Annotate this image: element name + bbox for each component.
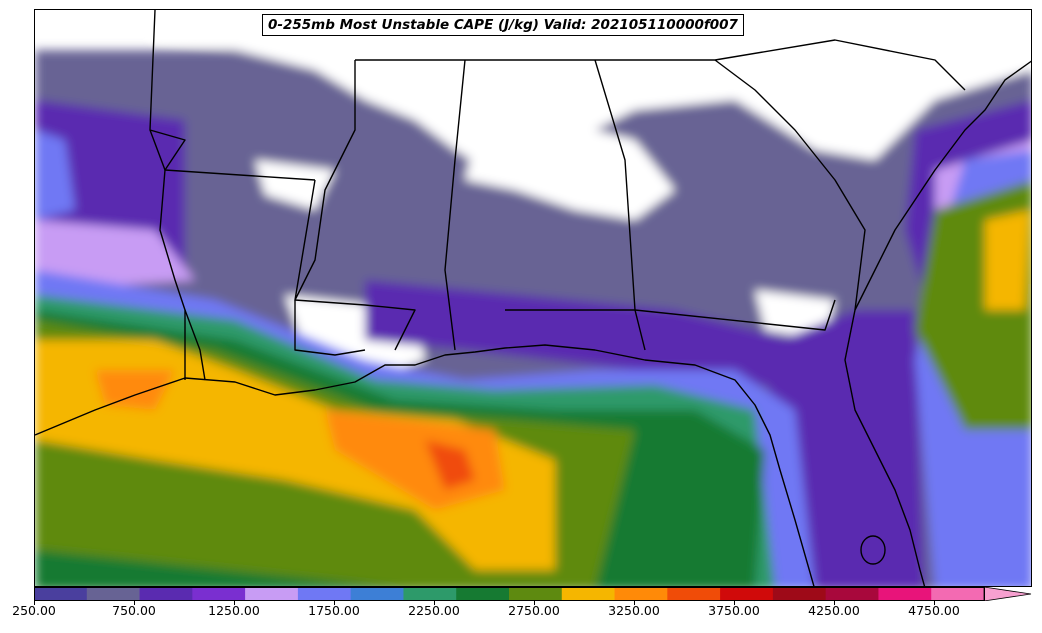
colorbar-cell (720, 587, 774, 601)
state-border-west (149, 10, 186, 380)
colorbar-tick-label: 1750.00 (308, 603, 360, 618)
cape-band-3000 (35, 340, 555, 570)
no-data-north (155, 10, 1031, 180)
cape-fill-layer (35, 10, 1031, 586)
colorbar-tick-label: 3750.00 (708, 603, 760, 618)
state-border-fl-north (505, 299, 836, 331)
colorbar-outline (34, 587, 985, 601)
map-panel (34, 9, 1032, 587)
colorbar-tick-label: 750.00 (112, 603, 156, 618)
colorbar-cell (139, 587, 193, 601)
colorbar-cell (245, 587, 299, 601)
state-border-louisiana (294, 300, 366, 356)
no-data-alabama (465, 120, 675, 220)
colorbar-cell (825, 587, 879, 601)
state-border-mississippi-river (294, 179, 416, 351)
cape-band-3000-atlantic (985, 210, 1030, 310)
colorbar-tick-mark (934, 601, 935, 605)
colorbar-tick-mark (734, 601, 735, 605)
colorbar-tick-label: 250.00 (12, 603, 56, 618)
colorbar-tick-mark (134, 601, 135, 605)
colorbar-cell (403, 587, 457, 601)
state-border-al (444, 59, 466, 351)
state-border-tn-north (355, 39, 966, 91)
colorbar-tick-mark (634, 601, 635, 605)
colorbar-tick-mark (834, 601, 835, 605)
colorbar-cell (34, 587, 88, 601)
lake-okeechobee (860, 535, 886, 565)
cape-band-3250-texas (95, 370, 175, 410)
state-border-tx-la (184, 309, 206, 381)
state-border-ok-ar (149, 129, 316, 181)
no-data-arkansas (255, 160, 335, 210)
colorbar-tick-label: 3250.00 (608, 603, 660, 618)
state-border-ga (594, 59, 646, 351)
borders-layer (35, 10, 1031, 586)
gulf-coastline (35, 344, 815, 586)
cape-band-1000-coast (365, 280, 795, 390)
colorbar-cell (667, 587, 721, 601)
colorbar-cell (561, 587, 616, 601)
colorbar-extend-arrow (983, 587, 1032, 601)
colorbar-cells (34, 587, 985, 601)
state-border-ms-al (294, 60, 356, 301)
colorbar-cell (931, 587, 985, 601)
colorbar-cell (878, 587, 932, 601)
state-border-ga-sc (714, 59, 866, 311)
cape-band-1250-west (35, 220, 195, 290)
colorbar-tick-mark (534, 601, 535, 605)
colorbar-tick-label: 2750.00 (508, 603, 560, 618)
cape-map (35, 10, 1031, 586)
colorbar-tick-label: 4250.00 (808, 603, 860, 618)
colorbar-cell (297, 587, 352, 601)
atlantic-coastline (844, 60, 1031, 586)
cape-band-3500 (425, 440, 475, 490)
colorbar-tick-label: 4750.00 (908, 603, 960, 618)
colorbar-tick-mark (334, 601, 335, 605)
colorbar-tick-labels: 250.00 750.00 1250.00 1750.00 2250.00 2750.00… (0, 603, 1042, 627)
colorbar-tick-label: 1250.00 (208, 603, 260, 618)
colorbar-tick-mark (434, 601, 435, 605)
map-title: 0-255mb Most Unstable CAPE (J/kg) Valid:… (262, 14, 744, 36)
colorbar-cell (772, 587, 827, 601)
colorbar-tick-mark (34, 601, 35, 605)
colorbar-cell (614, 587, 668, 601)
colorbar-cell (456, 587, 510, 601)
colorbar-tick-mark (234, 601, 235, 605)
colorbar-cell (350, 587, 404, 601)
colorbar-cell (192, 587, 246, 601)
colorbar-cell (86, 587, 141, 601)
colorbar-cell (509, 587, 563, 601)
cape-band-1750-west (35, 130, 75, 220)
colorbar (34, 587, 1032, 601)
colorbar-tick-label: 2250.00 (408, 603, 460, 618)
